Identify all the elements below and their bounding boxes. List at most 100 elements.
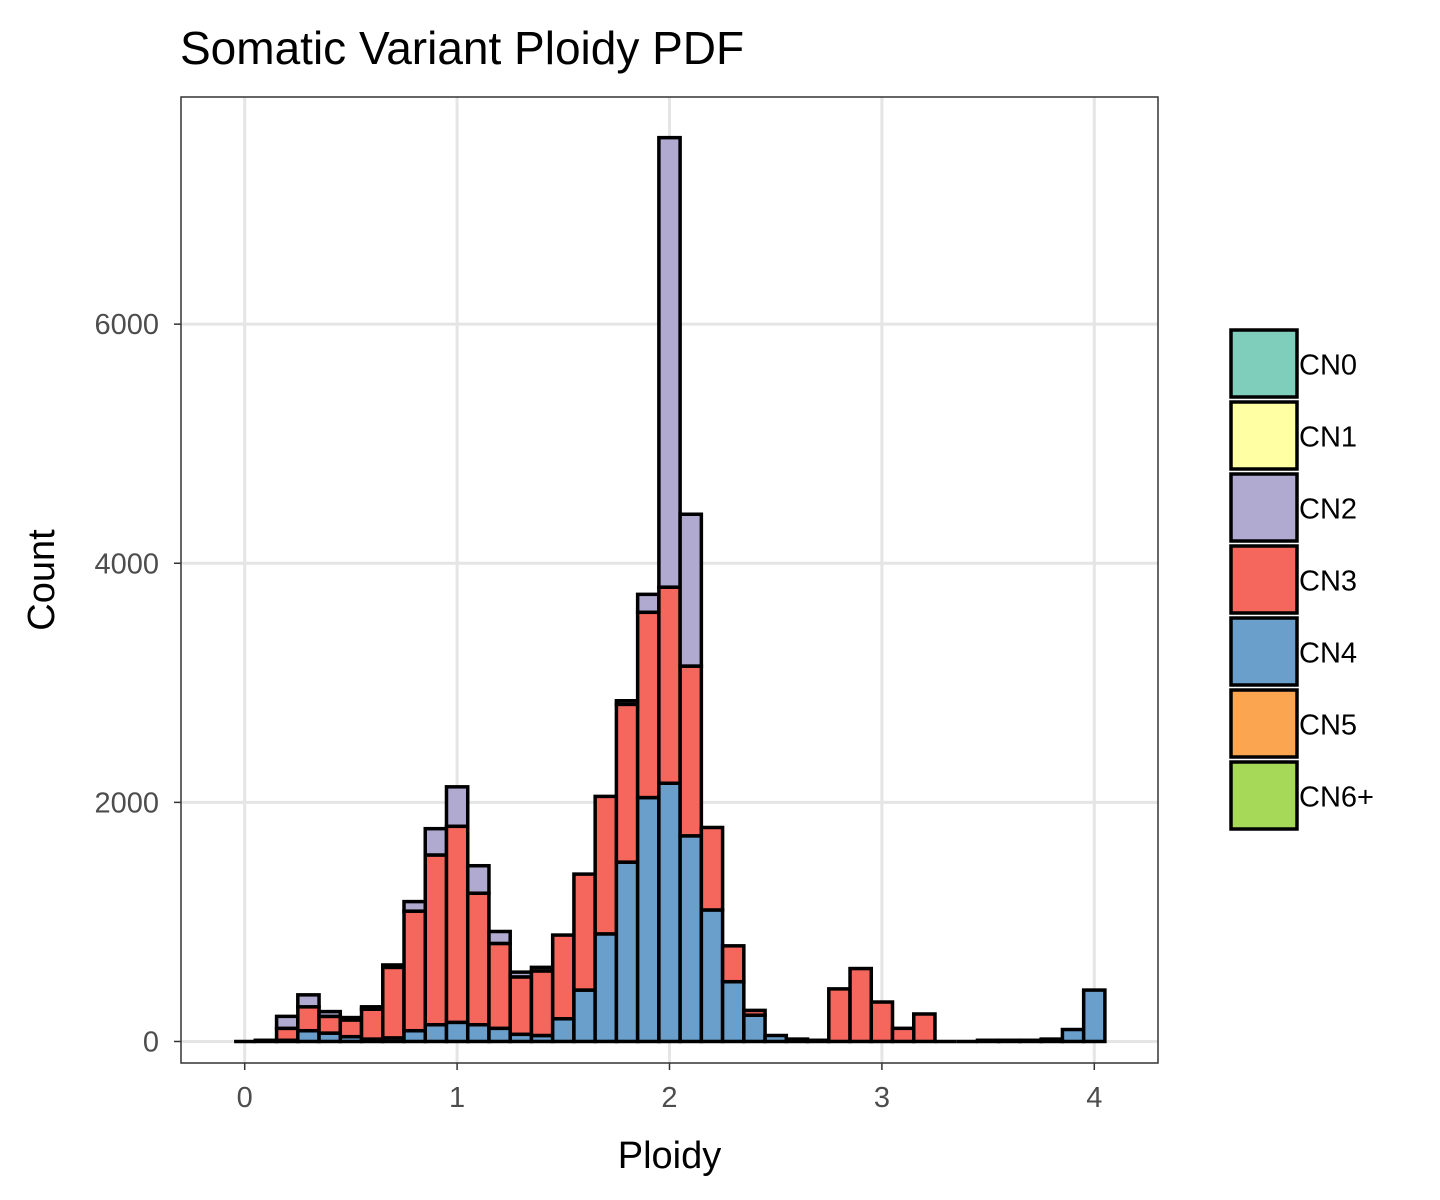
bar-segment-cn4 (253, 1038, 279, 1044)
legend-label: CN2 (1299, 494, 1357, 526)
bar-segment-cn3 (827, 987, 852, 1044)
bar-segment-cn3 (614, 702, 640, 864)
legend-key-cn6 (1229, 760, 1299, 831)
bar-segment-cn2 (635, 592, 661, 615)
bar-segment-cn4 (487, 1026, 512, 1044)
bar-segment-cn2 (487, 929, 512, 946)
bar-segment-cn3 (678, 664, 704, 838)
bar-segment-cn3 (317, 1014, 343, 1035)
y-axis-ticks: 0 2000 4000 6000 (94, 309, 181, 1058)
y-tick-label: 6000 (94, 309, 159, 341)
bar-segment-cn3 (381, 965, 406, 1040)
bar-segment-cn4 (465, 1022, 491, 1044)
bar-segment-cn3 (487, 941, 512, 1031)
bar-segment-cn3 (359, 1007, 385, 1041)
bar-segment-cn4 (1018, 1038, 1043, 1044)
bar-segment-cn4 (720, 979, 746, 1044)
legend-label: CN6+ (1299, 782, 1374, 814)
bar-segment-cn3 (657, 585, 682, 785)
bar-segment-cn3 (635, 610, 661, 800)
bar-segment-cn2 (296, 993, 321, 1009)
bar-segment-cn2 (444, 785, 470, 829)
bar-segment-cn4 (635, 795, 661, 1044)
bar-segment-cn4 (975, 1038, 1001, 1044)
chart-title: Somatic Variant Ploidy PDF (180, 22, 744, 74)
bar-segment-cn4 (657, 781, 682, 1044)
y-axis-title: Count (21, 529, 63, 631)
bar-segment-cn4 (784, 1037, 810, 1044)
bar-segment-cn2 (274, 1014, 300, 1031)
bar-segment-cn4 (423, 1022, 449, 1044)
x-tick-label: 4 (1086, 1082, 1102, 1114)
bar-segment-cn4 (1060, 1027, 1086, 1044)
bar-segment-cn4 (550, 1017, 576, 1044)
bar-segment-cn2 (317, 1009, 343, 1019)
bar-segment-cn3 (912, 1012, 937, 1044)
bar-segment-cn3 (869, 1000, 895, 1044)
x-axis-ticks: 0 1 2 3 4 (237, 1063, 1102, 1114)
bar-segment-cn3 (444, 824, 470, 1025)
bar-segment-cn2 (614, 699, 640, 707)
bar-segment-cn2 (338, 1015, 364, 1022)
legend-label: CN3 (1299, 566, 1357, 598)
bar-segment-cn4 (593, 932, 619, 1044)
bar-segment-cn3 (720, 944, 746, 984)
bar-segment-cn2 (657, 135, 682, 589)
bar-segment-cn3 (742, 1008, 767, 1017)
bar-segment-cn2 (402, 899, 427, 913)
y-tick-label: 2000 (94, 787, 159, 819)
legend-label: CN0 (1299, 350, 1357, 382)
bar-segment-cn4 (1081, 988, 1107, 1044)
bar-segment-cn4 (699, 908, 725, 1044)
x-tick-label: 3 (874, 1082, 890, 1114)
legend-key-cn1 (1229, 400, 1299, 471)
legend-key-cn4 (1229, 616, 1299, 687)
legend-key-cn3 (1229, 544, 1299, 615)
legend-label: CN5 (1299, 710, 1357, 742)
bar-segment-cn2 (465, 863, 491, 895)
bar-segment-cn3 (550, 933, 576, 1021)
bar-segment-cn3 (465, 891, 491, 1027)
bar-segment-cn4 (805, 1038, 831, 1044)
bar-segment-cn3 (423, 853, 449, 1027)
bar-segment-cn4 (996, 1038, 1022, 1044)
bar-segment-cn4 (614, 860, 640, 1044)
stacked-bars (234, 135, 1107, 1044)
bar-segment-cn4 (763, 1033, 789, 1044)
bar-segment-cn2 (359, 1005, 385, 1011)
y-tick-label: 0 (143, 1026, 159, 1058)
bar-segment-cn3 (529, 969, 555, 1038)
bar-segment-cn2 (678, 512, 704, 668)
x-tick-label: 2 (661, 1082, 677, 1114)
bar-segment-cn3 (593, 794, 619, 936)
bar-segment-cn2 (529, 965, 555, 973)
bar-segment-cn4 (678, 834, 704, 1044)
bar-segment-cn3 (508, 975, 534, 1037)
legend-key-cn2 (1229, 472, 1299, 543)
bar-segment-cn4 (572, 988, 597, 1044)
x-axis-title: Ploidy (618, 1135, 722, 1177)
x-tick-label: 1 (449, 1082, 465, 1114)
legend: CN0 CN1 CN2 CN3 CN4 CN5 CN6+ (1229, 328, 1374, 831)
legend-key-cn5 (1229, 688, 1299, 759)
legend-key-cn0 (1229, 328, 1299, 399)
bar-segment-cn2 (381, 963, 406, 970)
bar-segment-cn3 (848, 966, 874, 1044)
bar-segment-cn4 (1039, 1037, 1065, 1044)
bar-segment-cn4 (444, 1020, 470, 1044)
legend-label: CN4 (1299, 638, 1357, 670)
legend-label: CN1 (1299, 422, 1357, 454)
bar-segment-cn4 (742, 1013, 767, 1044)
bar-segment-cn3 (296, 1005, 321, 1033)
bar-segment-cn2 (508, 970, 534, 979)
bar-segment-cn3 (699, 825, 725, 912)
bar-segment-cn3 (338, 1018, 364, 1039)
y-tick-label: 4000 (94, 548, 159, 580)
bar-segment-cn2 (423, 826, 449, 857)
bar-segment-cn3 (890, 1026, 916, 1044)
bar-segment-cn3 (572, 872, 597, 992)
bar-segment-cn3 (402, 909, 427, 1033)
x-tick-label: 0 (237, 1082, 253, 1114)
bar-segment-cn3 (274, 1026, 300, 1043)
